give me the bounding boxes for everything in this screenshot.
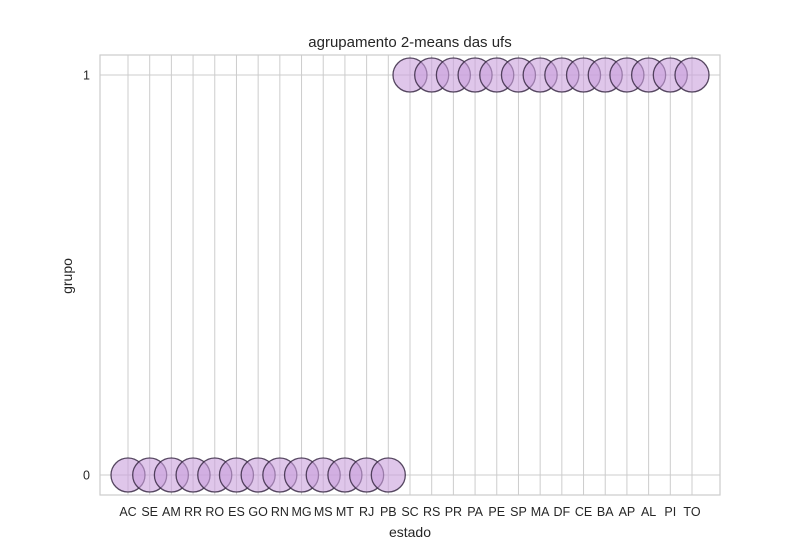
data-points [110,57,710,493]
x-tick-label: RR [184,505,202,519]
x-tick-label: BA [597,505,614,519]
x-tick-label: DF [554,505,571,519]
grid-lines [100,55,720,495]
x-tick-label: PE [488,505,505,519]
x-tick-label: PR [445,505,462,519]
x-tick-label: MT [336,505,354,519]
x-tick-label: PA [467,505,483,519]
x-tick-label: RJ [359,505,374,519]
x-tick-label: SP [510,505,527,519]
x-tick-label: ES [228,505,245,519]
x-tick-label: CE [575,505,592,519]
x-tick-label: TO [683,505,700,519]
x-tick-label: PB [380,505,397,519]
x-tick-label: MG [291,505,311,519]
x-tick-label: RN [271,505,289,519]
x-tick-labels: AC SE AM RR RO ES GO RN MG MS MT RJ PB SC RS PR PA PE SP MA… [119,505,701,519]
y-axis-label: grupo [59,258,75,294]
x-tick-label: AM [162,505,181,519]
x-tick-label: MS [314,505,333,519]
y-tick-labels: 01 [83,69,90,483]
x-tick-label: RO [205,505,224,519]
y-tick-label: 1 [83,69,90,83]
x-tick-label: AC [119,505,136,519]
x-tick-label: PI [664,505,676,519]
x-tick-label: GO [248,505,268,519]
x-axis-label: estado [389,524,431,540]
x-tick-label: SC [401,505,418,519]
x-tick-label: AL [641,505,656,519]
x-tick-label: MA [531,505,550,519]
data-point-to [674,57,710,93]
chart-title: agrupamento 2-means das ufs [308,34,511,51]
plot-area-frame [99,54,721,496]
y-tick-label: 0 [83,469,90,483]
x-tick-label: AP [619,505,636,519]
x-tick-label: SE [141,505,158,519]
x-tick-label: RS [423,505,440,519]
data-point-pb [370,457,406,493]
